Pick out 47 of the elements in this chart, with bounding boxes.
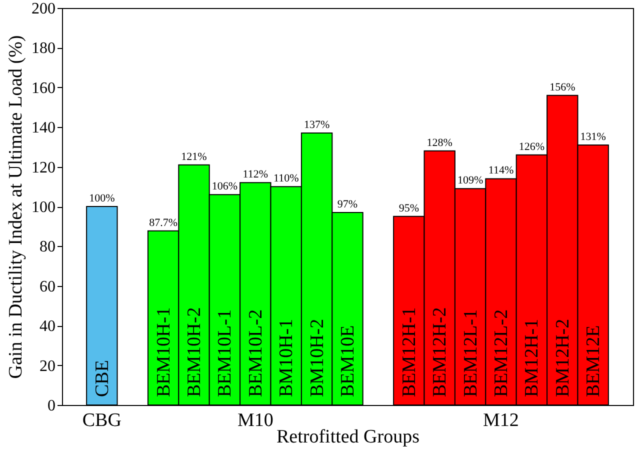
data-label: 131% [580, 130, 606, 143]
y-tick-label: 140 [32, 120, 56, 137]
bar [86, 206, 118, 406]
x-tick-label: BEM10H-1 [153, 307, 174, 397]
data-label: 106% [212, 180, 238, 193]
x-tick-label: CBE [92, 360, 113, 397]
x-tick-label: BEM12L-2 [490, 309, 512, 397]
data-label: 100% [89, 192, 115, 204]
data-label: 156% [550, 81, 576, 94]
data-label: 112% [242, 168, 268, 181]
x-tick-label: BEM12E [583, 325, 604, 397]
x-tick-label: BM12H-2 [552, 318, 574, 397]
x-tick-label: BEM12L-1 [460, 309, 482, 397]
x-tick-label: BM10H-1 [276, 318, 298, 397]
x-tick-label: BEM12H-1 [398, 307, 420, 397]
y-tick-label: 60 [40, 278, 56, 296]
text: CBG [82, 410, 122, 431]
data-label: 87.7% [149, 216, 178, 229]
x-tick-label: BEM10L-2 [245, 309, 266, 397]
x-tick-label: BEM10E [338, 325, 358, 397]
x-tick-label: BEM10H-2 [184, 307, 206, 397]
x-tick-label: BM12H-1 [522, 318, 543, 397]
y-tick-label: 120 [32, 159, 56, 176]
text: M10 [237, 410, 274, 431]
data-label: 109% [457, 174, 484, 187]
y-tick-label: 20 [40, 358, 56, 375]
data-label: 137% [304, 119, 330, 132]
data-label: 95% [398, 202, 419, 214]
y-tick-label: 200 [32, 0, 56, 18]
data-label: 128% [426, 136, 452, 149]
data-label: 121% [181, 150, 207, 163]
y-tick-label: 0 [48, 398, 56, 414]
text: M12 [483, 410, 519, 431]
y-tick-label: 80 [40, 238, 56, 256]
y-tick-label: 100 [32, 199, 56, 216]
data-label: 110% [273, 172, 299, 185]
y-axis-title: Gain in Ductility Index at Ultimate Load (%) [6, 35, 26, 379]
x-tick-label: BM10H-2 [306, 318, 328, 397]
y-tick-label: 40 [40, 318, 56, 336]
data-label: 114% [488, 164, 514, 177]
x-tick-label: BEM10L-1 [214, 309, 236, 397]
data-label: 126% [518, 140, 545, 153]
x-axis-title: Retrofitted Groups [276, 426, 420, 448]
y-tick-label: 180 [32, 40, 56, 58]
x-tick-label: BEM12H-2 [430, 307, 451, 397]
y-tick-label: 160 [32, 80, 56, 97]
data-label: 97% [337, 198, 358, 210]
